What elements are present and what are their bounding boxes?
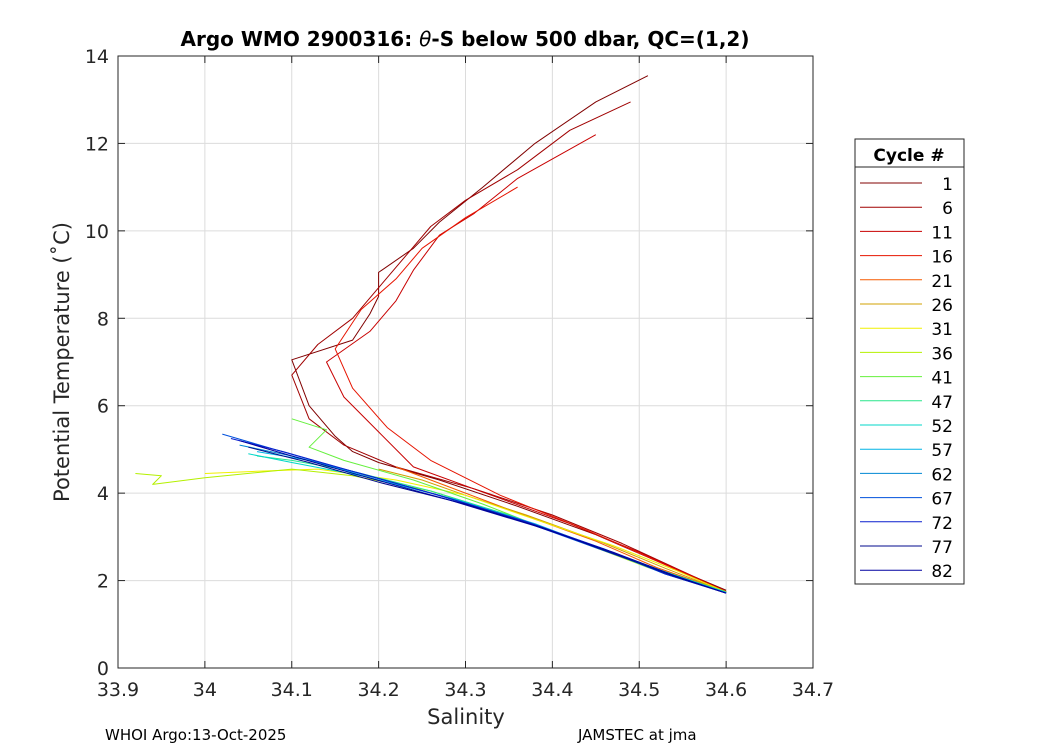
- legend-entry-cycle-11: 11: [860, 223, 953, 243]
- y-axis-label: Potential Temperature (˚C): [50, 222, 74, 502]
- legend-entry-cycle-6: 6: [860, 199, 953, 219]
- x-tick-label: 34.6: [705, 679, 747, 701]
- legend-label: 11: [931, 223, 953, 243]
- y-tick-label: 14: [85, 46, 109, 68]
- legend-label: 31: [931, 320, 953, 340]
- legend-label: 21: [931, 272, 953, 292]
- legend-entry-cycle-47: 47: [860, 393, 953, 413]
- series-line-cycle-11: [326, 134, 727, 592]
- legend-entry-cycle-72: 72: [860, 514, 953, 534]
- legend-label: 67: [931, 490, 953, 510]
- legend-label: 47: [931, 393, 953, 413]
- legend-label: 72: [931, 514, 953, 534]
- y-tick-label: 0: [97, 658, 109, 680]
- x-tick-labels: 33.9 34 34.1 34.2 34.3 34.4 34.5 34.6 34.7: [97, 679, 834, 701]
- legend-entry-cycle-82: 82: [860, 562, 953, 582]
- legend-label: 6: [942, 199, 953, 219]
- series-line-cycle-6: [291, 101, 727, 592]
- series-line-cycle-1: [291, 75, 727, 591]
- legend-entry-cycle-1: 1: [860, 175, 953, 195]
- legend-entry-cycle-77: 77: [860, 538, 953, 558]
- legend-entry-cycle-26: 26: [860, 296, 953, 316]
- legend-label: 26: [931, 296, 953, 316]
- tick-marks: [117, 55, 814, 669]
- legend-entry-cycle-52: 52: [860, 417, 953, 437]
- series-line-cycle-72: [230, 438, 727, 594]
- legend-entry-cycle-31: 31: [860, 320, 953, 340]
- legend-label: 62: [931, 465, 953, 485]
- legend-entry-cycle-62: 62: [860, 465, 953, 485]
- legend-label: 82: [931, 562, 953, 582]
- legend-label: 1: [942, 175, 953, 195]
- y-tick-label: 8: [97, 308, 109, 330]
- y-tick-label: 12: [85, 133, 109, 155]
- y-tick-label: 2: [97, 571, 109, 593]
- series-layer: [135, 75, 727, 594]
- legend-label: 52: [931, 417, 953, 437]
- x-tick-label: 34.4: [531, 679, 573, 701]
- legend-title: Cycle #: [873, 146, 944, 166]
- legend-entry-cycle-21: 21: [860, 272, 953, 292]
- x-tick-label: 33.9: [97, 679, 139, 701]
- footer-source: WHOI Argo:13-Oct-2025: [105, 726, 287, 744]
- legend-box: [854, 138, 965, 585]
- series-line-cycle-77: [248, 446, 727, 594]
- legend-entry-cycle-41: 41: [860, 369, 953, 389]
- legend-entry-cycle-36: 36: [860, 344, 953, 364]
- x-tick-label: 34.2: [357, 679, 399, 701]
- legend-entry-cycle-57: 57: [860, 441, 953, 461]
- legend-label: 57: [931, 441, 953, 461]
- series-line-cycle-16: [334, 186, 727, 592]
- x-tick-label: 34: [193, 679, 217, 701]
- legend-entry-cycle-16: 16: [860, 248, 953, 268]
- series-line-cycle-21: [395, 466, 727, 593]
- y-tick-label: 10: [85, 221, 109, 243]
- x-tick-label: 34.1: [271, 679, 313, 701]
- x-axis-label: Salinity: [427, 705, 505, 729]
- chart-title: Argo WMO 2900316: θ-S below 500 dbar, QC…: [181, 27, 750, 51]
- series-line-cycle-82: [239, 440, 727, 594]
- y-tick-label: 4: [97, 483, 109, 505]
- y-tick-labels: 0 2 4 6 8 10 12 14: [85, 46, 109, 680]
- x-tick-label: 34.5: [618, 679, 660, 701]
- legend-label: 16: [931, 248, 953, 268]
- x-tick-label: 34.3: [444, 679, 486, 701]
- y-tick-label: 6: [97, 396, 109, 418]
- legend-entry-cycle-67: 67: [860, 490, 953, 510]
- legend-label: 77: [931, 538, 953, 558]
- legend-label: 41: [931, 369, 953, 389]
- footer-credit: JAMSTEC at jma: [578, 726, 697, 744]
- series-line-cycle-26: [378, 468, 727, 593]
- legend-label: 36: [931, 344, 953, 364]
- x-tick-label: 34.7: [792, 679, 834, 701]
